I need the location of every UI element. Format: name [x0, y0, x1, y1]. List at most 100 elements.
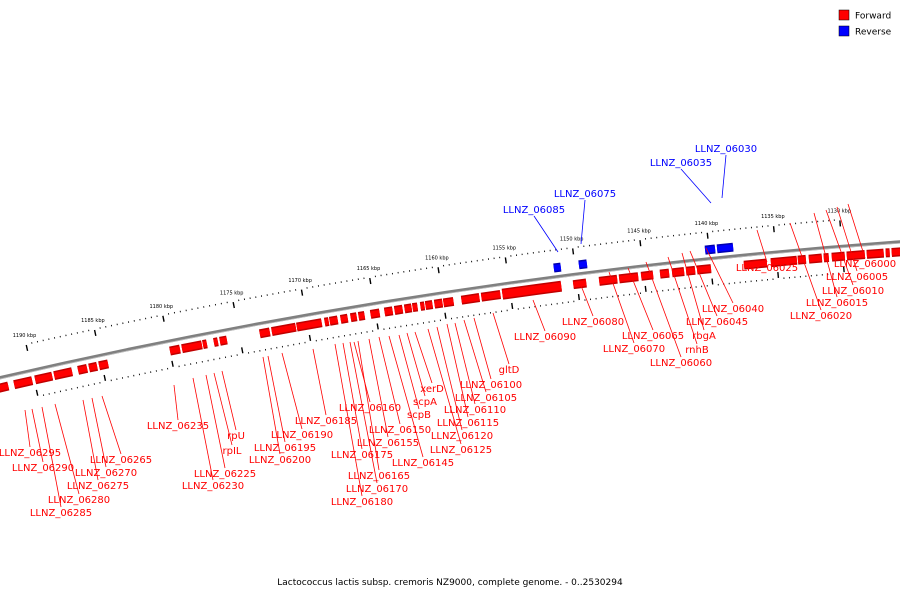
gene-label[interactable]: LLNZ_06180 — [331, 497, 393, 508]
forward-gene-block[interactable] — [618, 273, 639, 282]
forward-gene-block[interactable] — [329, 316, 339, 325]
forward-gene-block[interactable] — [219, 337, 228, 345]
forward-gene-block[interactable] — [412, 303, 418, 311]
gene-label[interactable]: LLNZ_06120 — [431, 431, 493, 442]
forward-gene-block[interactable] — [443, 298, 454, 306]
gene-label[interactable]: rpIL — [223, 446, 242, 457]
gene-label[interactable]: LLNZ_06190 — [271, 430, 333, 441]
forward-gene-block[interactable] — [743, 260, 768, 269]
gene-label[interactable]: LLNZ_06270 — [75, 468, 137, 479]
gene-label[interactable]: LLNZ_06125 — [430, 445, 492, 456]
forward-gene-block[interactable] — [685, 267, 696, 275]
forward-gene-block[interactable] — [640, 271, 654, 280]
gene-label[interactable]: LLNZ_06035 — [650, 158, 712, 169]
forward-gene-block[interactable] — [213, 338, 219, 346]
gene-label[interactable]: rpU — [227, 431, 245, 442]
gene-label[interactable]: LLNZ_06100 — [460, 380, 522, 391]
gene-label[interactable]: xerD — [420, 384, 444, 395]
gene-label[interactable]: LLNZ_06115 — [437, 418, 499, 429]
gene-label[interactable]: LLNZ_06295 — [0, 448, 61, 459]
gene-label[interactable]: LLNZ_06230 — [182, 481, 244, 492]
forward-gene-block[interactable] — [598, 276, 618, 285]
gene-label[interactable]: LLNZ_06085 — [503, 205, 565, 216]
gene-label[interactable]: LLNZ_06175 — [331, 450, 393, 461]
forward-gene-block[interactable] — [88, 363, 98, 371]
gene-label[interactable]: LLNZ_06265 — [90, 455, 152, 466]
forward-gene-block[interactable] — [34, 373, 53, 383]
gene-label[interactable]: LLNZ_06030 — [695, 144, 757, 155]
gene-label[interactable]: LLNZ_06145 — [392, 458, 454, 469]
gene-label[interactable]: LLNZ_06225 — [194, 469, 256, 480]
gene-label[interactable]: LLNZ_06170 — [346, 484, 408, 495]
gene-label[interactable]: rbgA — [692, 331, 716, 342]
forward-gene-block[interactable] — [846, 251, 866, 259]
forward-gene-block[interactable] — [98, 360, 109, 369]
reverse-gene-block[interactable] — [704, 246, 716, 254]
gene-label[interactable]: scpA — [413, 397, 437, 408]
forward-gene-block[interactable] — [420, 302, 425, 310]
forward-gene-block[interactable] — [53, 368, 73, 379]
forward-gene-block[interactable] — [324, 318, 330, 326]
reverse-gene-block[interactable] — [716, 244, 734, 252]
gene-label[interactable]: LLNZ_06285 — [30, 508, 92, 519]
gene-label[interactable]: LLNZ_06070 — [603, 344, 665, 355]
gene-label[interactable]: LLNZ_06080 — [562, 317, 624, 328]
forward-gene-block[interactable] — [259, 328, 271, 337]
reverse-gene-block[interactable] — [578, 260, 588, 268]
gene-label[interactable]: LLNZ_06015 — [806, 298, 868, 309]
forward-gene-block[interactable] — [425, 301, 433, 309]
forward-gene-block[interactable] — [671, 268, 685, 276]
gene-label[interactable]: LLNZ_06090 — [514, 332, 576, 343]
gene-label[interactable]: LLNZ_06280 — [48, 495, 110, 506]
gene-label[interactable]: LLNZ_06040 — [702, 304, 764, 315]
gene-label[interactable]: LLNZ_06200 — [249, 455, 311, 466]
gene-label[interactable]: LLNZ_06025 — [736, 263, 798, 274]
gene-label[interactable]: LLNZ_06150 — [369, 425, 431, 436]
forward-gene-block[interactable] — [808, 255, 823, 263]
gene-label[interactable]: LLNZ_06275 — [67, 481, 129, 492]
forward-gene-block[interactable] — [77, 365, 88, 374]
forward-gene-block[interactable] — [271, 324, 297, 335]
gene-label[interactable]: LLNZ_06185 — [295, 416, 357, 427]
forward-gene-block[interactable] — [572, 280, 587, 288]
gene-label[interactable]: LLNZ_06045 — [686, 317, 748, 328]
gene-label[interactable]: LLNZ_06065 — [622, 331, 684, 342]
forward-gene-block[interactable] — [866, 250, 884, 258]
gene-label[interactable]: LLNZ_06165 — [348, 471, 410, 482]
gene-label[interactable]: LLNZ_06060 — [650, 358, 712, 369]
gene-label[interactable]: LLNZ_06290 — [12, 463, 74, 474]
forward-gene-block[interactable] — [434, 300, 443, 308]
gene-label[interactable]: LLNZ_06000 — [834, 259, 896, 270]
forward-gene-block[interactable] — [340, 315, 349, 323]
gene-label[interactable]: LLNZ_06155 — [357, 438, 419, 449]
gene-label[interactable]: LLNZ_06010 — [822, 286, 884, 297]
gene-label[interactable]: LLNZ_06005 — [826, 272, 888, 283]
gene-label[interactable]: LLNZ_06105 — [455, 393, 517, 404]
forward-gene-block[interactable] — [181, 341, 203, 352]
forward-gene-block[interactable] — [358, 312, 366, 320]
forward-gene-block[interactable] — [770, 257, 798, 266]
forward-gene-block[interactable] — [350, 313, 358, 321]
gene-label[interactable]: scpB — [407, 410, 431, 421]
forward-gene-block[interactable] — [13, 377, 33, 388]
forward-gene-block[interactable] — [370, 309, 381, 318]
forward-gene-block[interactable] — [831, 253, 846, 261]
gene-label[interactable]: gltD — [499, 365, 520, 376]
forward-gene-block[interactable] — [461, 294, 480, 304]
forward-gene-block[interactable] — [384, 307, 394, 316]
gene-label[interactable]: LLNZ_06235 — [147, 421, 209, 432]
forward-gene-block[interactable] — [0, 383, 9, 392]
forward-gene-block[interactable] — [659, 270, 670, 278]
forward-gene-block[interactable] — [394, 306, 404, 314]
forward-gene-block[interactable] — [404, 304, 413, 312]
gene-label[interactable]: rnhB — [685, 345, 709, 356]
gene-label[interactable]: LLNZ_06160 — [339, 403, 401, 414]
gene-label[interactable]: LLNZ_06075 — [554, 189, 616, 200]
gene-label[interactable]: LLNZ_06195 — [254, 443, 316, 454]
forward-gene-block[interactable] — [696, 265, 712, 273]
forward-gene-block[interactable] — [891, 248, 900, 256]
reverse-gene-block[interactable] — [553, 264, 562, 271]
forward-gene-block[interactable] — [169, 346, 181, 355]
forward-gene-block[interactable] — [480, 291, 501, 301]
forward-gene-block[interactable] — [501, 282, 562, 299]
